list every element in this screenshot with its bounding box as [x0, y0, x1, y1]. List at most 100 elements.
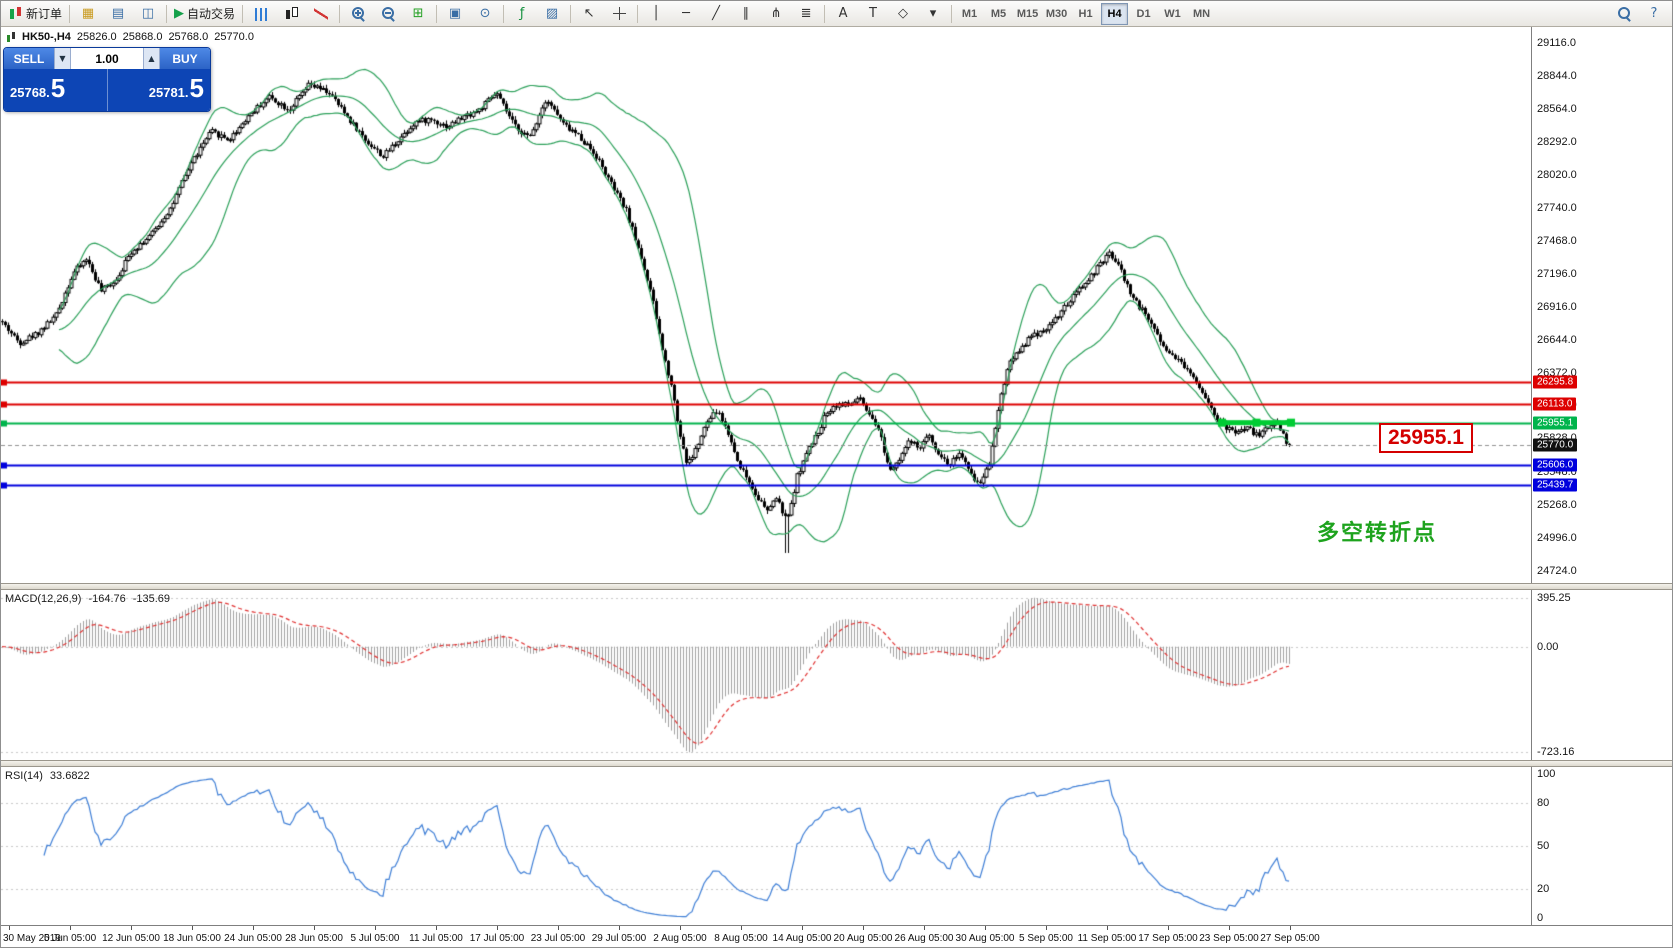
- fibonacci-button[interactable]: ≣: [791, 2, 821, 26]
- indicators-button[interactable]: ƒ: [507, 2, 537, 26]
- data-window-button[interactable]: ◫: [133, 2, 163, 26]
- time-axis-label: 23 Jul 05:00: [530, 933, 586, 944]
- symbol-chart-icon: [6, 31, 16, 43]
- vline-button[interactable]: │: [641, 2, 671, 26]
- toolbar-separator: [824, 4, 826, 23]
- buy-button[interactable]: BUY: [160, 48, 210, 69]
- time-tick: [619, 926, 620, 930]
- pitchfork-button[interactable]: ⋔: [761, 2, 791, 26]
- rsi-axis-label: 80: [1537, 796, 1550, 809]
- shapes-icon: ◇: [898, 6, 909, 21]
- sell-button[interactable]: SELL: [4, 48, 54, 69]
- volume-input[interactable]: 1.00: [71, 48, 143, 69]
- new-order-button-label: 新订单: [26, 7, 63, 21]
- period-button[interactable]: ⊙: [470, 2, 500, 26]
- timeframe-d1[interactable]: D1: [1136, 7, 1151, 20]
- price-line-tag[interactable]: 26113.0: [1533, 397, 1577, 411]
- price-line-tag[interactable]: 25439.7: [1533, 478, 1578, 492]
- chart-window-icon: ▦: [81, 6, 95, 21]
- zoom-in-icon: [351, 6, 366, 21]
- new-order-button[interactable]: 新订单: [4, 2, 66, 26]
- time-axis-label: 5 Sep 05:00: [1019, 933, 1073, 944]
- channel-button[interactable]: ∥: [731, 2, 761, 26]
- help-button[interactable]: ?: [1639, 2, 1669, 26]
- data-window-icon: ◫: [141, 6, 155, 21]
- pane-separator[interactable]: [1, 583, 1672, 590]
- buy-price[interactable]: 25781. 5: [108, 69, 211, 111]
- pane-separator[interactable]: [1, 760, 1672, 767]
- timeframe-w1[interactable]: W1: [1164, 7, 1181, 20]
- candle-chart-button[interactable]: [276, 2, 306, 26]
- cursor-button[interactable]: ↖: [574, 2, 604, 26]
- time-tick: [985, 926, 986, 930]
- hline-button[interactable]: ─: [671, 2, 701, 26]
- text-button[interactable]: A: [828, 2, 858, 26]
- time-axis-label: 11 Jul 05:00: [409, 933, 463, 944]
- rsi-axis[interactable]: 100 80 50 20 0: [1531, 767, 1672, 925]
- more-tools-button[interactable]: ▾: [918, 2, 948, 26]
- tile-windows-icon: ⊞: [412, 6, 424, 21]
- main-chart-pane[interactable]: HK50-,H4 25826.0 25868.0 25768.0 25770.0…: [1, 27, 1672, 583]
- toolbar-separator: [339, 4, 341, 23]
- price-chart-canvas[interactable]: [1, 27, 1533, 583]
- price-line-tag[interactable]: 26295.8: [1533, 375, 1578, 389]
- timeframe-m30[interactable]: M30: [1045, 7, 1068, 20]
- rsi-canvas[interactable]: [1, 767, 1533, 925]
- sell-price-big: 5: [50, 73, 66, 103]
- line-chart-icon: [314, 6, 329, 21]
- autotrade-button[interactable]: ▶ 自动交易: [170, 2, 239, 26]
- rsi-value: 33.6822: [49, 770, 90, 782]
- price-axis-label: 29116.0: [1537, 37, 1576, 50]
- time-tick: [1290, 926, 1291, 930]
- search-button[interactable]: [1609, 2, 1639, 26]
- price-axis-label: 26644.0: [1537, 333, 1577, 346]
- rsi-panel[interactable]: RSI(14) 33.6822 100 80 50 20 0: [1, 767, 1672, 925]
- volume-up-button[interactable]: ▲: [143, 48, 160, 69]
- time-tick: [680, 926, 681, 930]
- chart-window-button[interactable]: ▦: [73, 2, 103, 26]
- price-annotation-label[interactable]: 25955.1: [1379, 422, 1473, 453]
- trendline-button[interactable]: ╱: [701, 2, 731, 26]
- price-axis[interactable]: 29116.0 28844.0 28564.0 28292.0 28020.0 27740…: [1531, 27, 1672, 583]
- volume-down-button[interactable]: ▼: [54, 48, 71, 69]
- macd-axis[interactable]: 395.25 0.00 -723.16: [1531, 590, 1672, 760]
- time-tick: [253, 926, 254, 930]
- ohlc-low: 25768.0: [168, 31, 209, 43]
- price-axis-label: 28292.0: [1537, 136, 1577, 149]
- shapes-button[interactable]: ◇: [888, 2, 918, 26]
- time-tick: [741, 926, 742, 930]
- timeframe-m5[interactable]: M5: [990, 7, 1007, 20]
- price-line-tag[interactable]: 25770.0: [1533, 438, 1578, 452]
- timeframe-h1[interactable]: H1: [1078, 7, 1093, 20]
- sell-price[interactable]: 25768. 5: [4, 69, 108, 111]
- zoom-out-button[interactable]: [373, 2, 403, 26]
- timeframe-mn[interactable]: MN: [1192, 7, 1211, 20]
- profiles-button[interactable]: ▤: [103, 2, 133, 26]
- time-tick: [1168, 926, 1169, 930]
- timeframe-m15[interactable]: M15: [1016, 7, 1039, 20]
- zoom-in-button[interactable]: [343, 2, 373, 26]
- arrange-button[interactable]: ▣: [440, 2, 470, 26]
- bar-chart-button[interactable]: [246, 2, 276, 26]
- time-tick: [375, 926, 376, 930]
- profiles-icon: ▤: [111, 6, 125, 21]
- one-click-trading-panel: SELL ▼ 1.00 ▲ BUY 25768. 5 25781. 5: [3, 47, 211, 112]
- price-line-tag[interactable]: 25955.1: [1533, 416, 1578, 430]
- timeframe-h4[interactable]: H4: [1101, 2, 1129, 25]
- turning-point-note[interactable]: 多空转折点: [1317, 521, 1438, 546]
- crosshair-button[interactable]: [604, 2, 634, 26]
- price-line-tag[interactable]: 25606.0: [1533, 458, 1578, 472]
- time-axis[interactable]: 30 May 2019 5 Jun 05:00 12 Jun 05:00 18 Jun…: [1, 925, 1672, 947]
- macd-panel[interactable]: MACD(12,26,9) -164.76 -135.69 395.25 0.00…: [1, 590, 1672, 760]
- candlestick-icon: [284, 6, 299, 21]
- toolbar-separator: [951, 4, 953, 23]
- time-tick: [9, 926, 10, 930]
- tile-windows-button[interactable]: ⊞: [403, 2, 433, 26]
- macd-canvas[interactable]: [1, 590, 1533, 760]
- label-button[interactable]: T: [858, 2, 888, 26]
- template-button[interactable]: ▨: [537, 2, 567, 26]
- timeframe-m1[interactable]: M1: [961, 7, 978, 20]
- time-axis-label: 2 Aug 05:00: [653, 933, 707, 944]
- line-chart-button[interactable]: [306, 2, 336, 26]
- time-tick: [1107, 926, 1108, 930]
